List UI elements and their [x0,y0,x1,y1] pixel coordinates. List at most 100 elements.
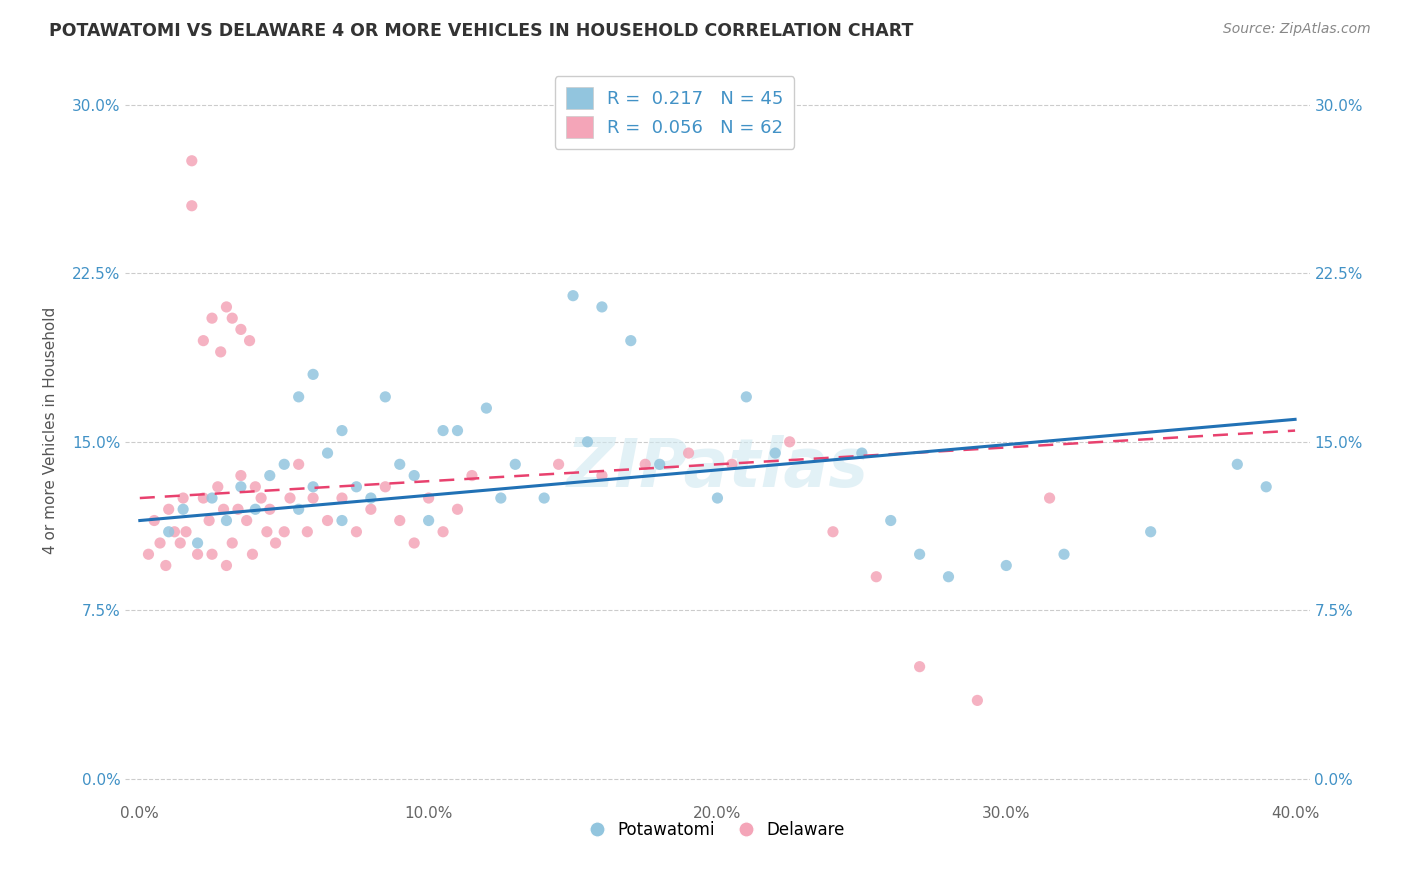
Point [620,334,643,348]
Point [316,446,339,460]
Point [547,458,569,472]
Point [226,502,249,516]
Point [259,468,281,483]
Point [706,491,728,505]
Point [273,458,295,472]
Point [1139,524,1161,539]
Point [374,480,396,494]
Point [432,424,454,438]
Point [779,434,801,449]
Point [634,458,657,472]
Point [302,480,325,494]
Text: POTAWATOMI VS DELAWARE 4 OR MORE VEHICLES IN HOUSEHOLD CORRELATION CHART: POTAWATOMI VS DELAWARE 4 OR MORE VEHICLE… [49,22,914,40]
Point [273,524,295,539]
Point [1053,547,1076,561]
Point [591,468,613,483]
Point [908,547,931,561]
Point [278,491,301,505]
Point [215,300,238,314]
Point [212,502,235,516]
Point [193,334,215,348]
Point [938,570,960,584]
Point [503,458,526,472]
Point [446,424,468,438]
Point [256,524,278,539]
Point [648,458,671,472]
Text: Source: ZipAtlas.com: Source: ZipAtlas.com [1223,22,1371,37]
Point [678,446,700,460]
Point [576,434,599,449]
Point [302,491,325,505]
Point [330,424,353,438]
Point [418,491,440,505]
Point [209,344,232,359]
Point [157,524,180,539]
Point [235,514,257,528]
Point [245,480,267,494]
Point [201,311,224,326]
Point [346,524,368,539]
Point [287,390,309,404]
Point [187,536,209,550]
Point [143,514,166,528]
Point [297,524,319,539]
Point [229,322,252,336]
Point [221,311,243,326]
Point [388,514,411,528]
Point [245,502,267,516]
Point [287,458,309,472]
Point [201,491,224,505]
Point [821,524,844,539]
Text: ZIPatlas: ZIPatlas [567,434,869,500]
Point [163,524,186,539]
Point [966,693,988,707]
Point [475,401,498,416]
Point [763,446,786,460]
Point [157,502,180,516]
Point [259,502,281,516]
Point [238,334,260,348]
Point [198,514,221,528]
Point [562,288,585,302]
Point [346,480,368,494]
Point [264,536,287,550]
Point [207,480,229,494]
Point [404,536,426,550]
Point [865,570,887,584]
Point [287,502,309,516]
Point [1256,480,1278,494]
Y-axis label: 4 or more Vehicles in Household: 4 or more Vehicles in Household [44,307,58,554]
Point [489,491,512,505]
Point [374,390,396,404]
Point [721,458,744,472]
Point [446,502,468,516]
Point [1039,491,1062,505]
Point [169,536,191,550]
Point [995,558,1018,573]
Point [187,547,209,561]
Point [138,547,160,561]
Point [432,524,454,539]
Point [193,491,215,505]
Point [360,491,382,505]
Point [591,300,613,314]
Point [215,514,238,528]
Point [229,468,252,483]
Point [330,514,353,528]
Point [180,153,202,168]
Point [908,659,931,673]
Point [215,558,238,573]
Point [418,514,440,528]
Point [172,491,194,505]
Point [330,491,353,505]
Point [155,558,177,573]
Point [1226,458,1249,472]
Point [880,514,903,528]
Point [180,199,202,213]
Point [360,502,382,516]
Point [149,536,172,550]
Point [174,524,197,539]
Point [388,458,411,472]
Point [302,368,325,382]
Point [221,536,243,550]
